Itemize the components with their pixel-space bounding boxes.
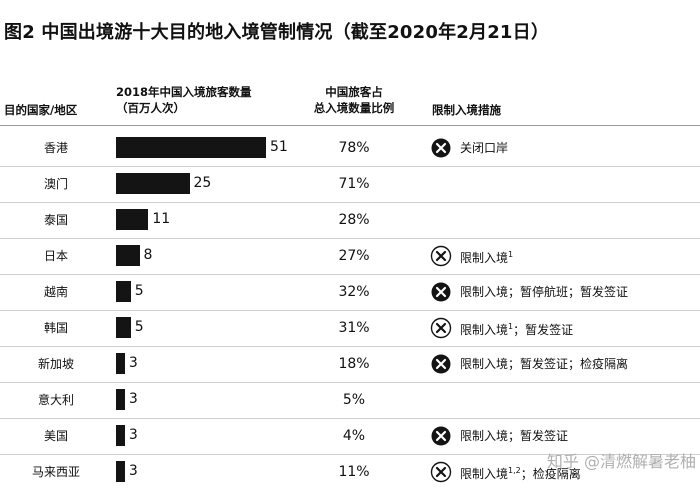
bar [116,461,125,482]
header-visitors-line2: （百万人次） [116,101,185,115]
measure-main: 限制入境；暂发签证 [460,429,569,443]
bar [116,245,140,266]
bar [116,281,131,302]
row-divider [0,166,700,167]
bar [116,137,266,158]
share-value: 31% [338,320,370,336]
measure-row: 关闭口岸 [430,136,508,160]
country-label: 美国 [43,429,68,443]
measure-text: 限制入境1 [460,245,513,268]
bar [116,209,149,230]
row-divider [0,418,700,419]
bar-value-label: 25 [193,175,212,191]
measure-text: 限制入境1；暂发签证 [460,317,573,340]
outline-x-circle-icon [430,317,452,339]
header-share: 中国旅客占 总入境数量比例 [306,84,402,116]
row-divider [0,454,700,455]
header-visitors-line1: 2018年中国入境旅客数量 [116,85,252,99]
row-divider [0,274,700,275]
filled-x-circle-icon [431,426,451,446]
share-value: 27% [338,248,370,264]
measure-main: 限制入境 [460,322,509,337]
country-label: 日本 [43,249,68,263]
measure-row: 限制入境1 [430,244,513,268]
watermark: 知乎 @清燃解暑老柚 [546,452,696,471]
measure-row: 限制入境；暂发签证；检疫隔离 [430,352,628,376]
measure-text: 限制入境1,2；检疫隔离 [460,461,581,484]
country-label: 意大利 [37,393,74,407]
row-divider [0,346,700,347]
outline-x-circle-icon [430,245,452,267]
share-value: 5% [342,392,366,408]
measure-row: 限制入境1；暂发签证 [430,316,573,340]
measure-main: 关闭口岸 [460,141,509,155]
country-label: 香港 [43,141,68,155]
bar [116,317,131,338]
row-divider [0,310,700,311]
measure-rest: ；暂发签证 [513,322,574,337]
bar [116,425,125,446]
row-divider [0,202,700,203]
bar-value-label: 11 [152,211,171,227]
measure-main: 限制入境；暂停航班；暂发签证 [460,285,629,299]
measure-footnote: 1,2 [508,465,521,475]
bar-value-label: 5 [134,319,144,335]
bar-value-label: 8 [143,247,153,263]
measure-text: 限制入境；暂发签证 [460,426,568,446]
filled-x-circle-icon [431,282,451,302]
country-label: 韩国 [43,321,68,335]
bar-value-label: 3 [128,391,138,407]
header-share-line1: 中国旅客占 [325,85,383,99]
bar-value-label: 51 [270,139,288,155]
country-label: 泰国 [43,213,68,227]
filled-x-circle-icon [431,354,451,374]
header-visitors: 2018年中国入境旅客数量 （百万人次） [116,84,252,116]
row-divider [0,238,700,239]
country-label: 马来西亚 [31,465,80,479]
measure-main: 限制入境 [460,250,509,265]
country-label: 越南 [43,285,68,299]
bar [116,173,190,194]
measure-row: 限制入境1,2；检疫隔离 [430,460,581,484]
share-value: 78% [338,140,370,156]
chart-title: 图2 中国出境游十大目的地入境管制情况（截至2020年2月21日） [4,22,550,43]
share-value: 28% [338,212,370,228]
country-label: 新加坡 [37,357,74,371]
measure-main: 限制入境 [460,466,509,481]
measure-text: 限制入境；暂停航班；暂发签证 [460,282,628,302]
filled-x-circle-icon [431,138,451,158]
bar [116,389,125,410]
header-measures: 限制入境措施 [432,103,501,117]
outline-x-circle-icon [430,461,452,483]
share-value: 4% [342,428,366,444]
share-value: 11% [338,464,370,480]
bar-value-label: 5 [134,283,144,299]
measure-text: 限制入境；暂发签证；检疫隔离 [460,354,628,374]
share-value: 32% [338,284,370,300]
row-divider [0,382,700,383]
bar-value-label: 3 [128,427,138,443]
bar [116,353,125,374]
measure-row: 限制入境；暂发签证 [430,424,568,448]
header-separator [0,125,700,126]
header-country: 目的国家/地区 [4,103,78,117]
share-value: 18% [338,356,370,372]
measure-rest: ；检疫隔离 [520,466,581,481]
measure-footnote: 1 [508,321,514,331]
bar-value-label: 3 [128,463,138,479]
measure-main: 限制入境；暂发签证；检疫隔离 [460,357,629,371]
share-value: 71% [338,176,370,192]
measure-footnote: 1 [508,249,514,259]
bar-value-label: 3 [128,355,138,371]
header-share-line2: 总入境数量比例 [313,101,395,115]
measure-text: 关闭口岸 [460,138,508,158]
measure-row: 限制入境；暂停航班；暂发签证 [430,280,628,304]
country-label: 澳门 [43,177,68,191]
